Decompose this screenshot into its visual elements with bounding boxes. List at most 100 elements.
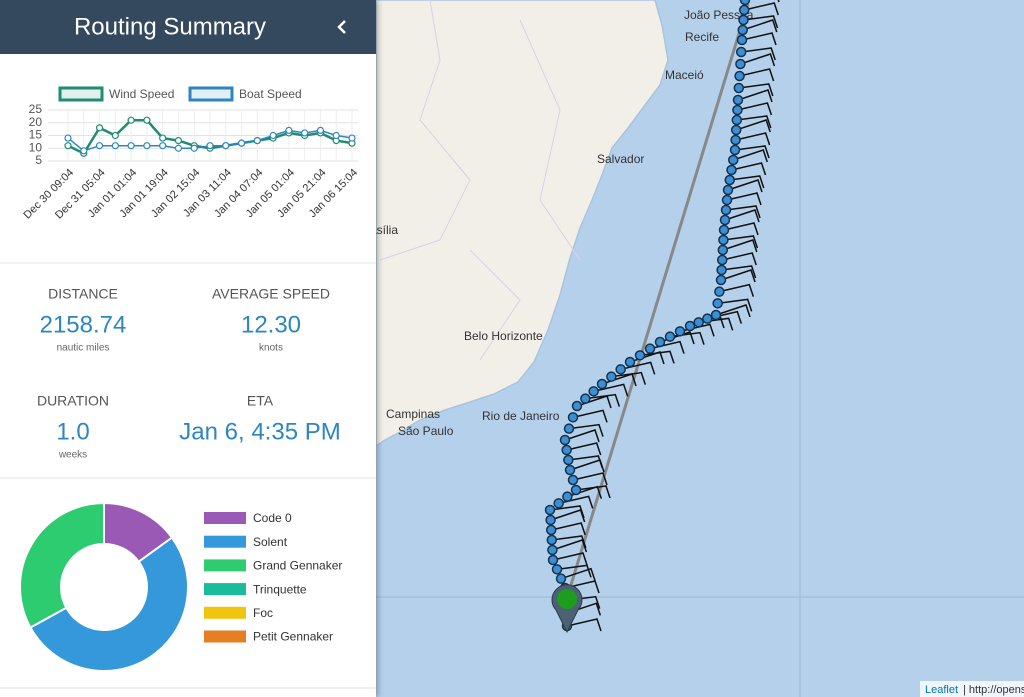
map[interactable]: João Pessoa Recife Maceió Salvador Brasí…: [358, 0, 1024, 697]
route-point[interactable]: [563, 423, 575, 434]
route-point[interactable]: [551, 564, 563, 575]
route-point[interactable]: [718, 224, 730, 236]
point: [159, 142, 167, 150]
route-point[interactable]: [567, 474, 579, 486]
legend-label[interactable]: Petit Gennaker: [253, 630, 333, 644]
route-point[interactable]: [674, 326, 686, 337]
point: [143, 116, 151, 124]
route-point[interactable]: [729, 144, 741, 156]
legend-label[interactable]: Trinquette: [253, 582, 307, 596]
route-point[interactable]: [596, 378, 608, 390]
route-point[interactable]: [712, 298, 723, 309]
route-point[interactable]: [714, 286, 725, 297]
route-point[interactable]: [693, 317, 704, 328]
place-label: Brasília: [358, 223, 398, 237]
route-point[interactable]: [567, 412, 579, 423]
route-point[interactable]: [615, 364, 626, 375]
wind-barb: [733, 149, 768, 163]
route-point[interactable]: [716, 254, 728, 266]
legend-swatch[interactable]: [204, 559, 246, 572]
point: [143, 142, 151, 150]
sidebar: Routing Summary DISTANCE 2158.74 nautic mi…: [0, 0, 376, 697]
legend-swatch[interactable]: [204, 535, 246, 548]
y-tick-label: 10: [29, 140, 43, 154]
place-label: São Paulo: [398, 424, 454, 438]
route-point[interactable]: [654, 336, 666, 348]
route-point[interactable]: [545, 514, 556, 526]
route-point[interactable]: [728, 154, 739, 166]
route-point[interactable]: [570, 484, 582, 496]
route-point[interactable]: [716, 264, 727, 276]
route-point[interactable]: [710, 309, 722, 321]
route-point[interactable]: [564, 464, 576, 476]
point: [95, 142, 104, 150]
legend-label[interactable]: Foc: [253, 606, 273, 620]
route-point[interactable]: [717, 244, 729, 256]
route-point[interactable]: [732, 94, 744, 106]
route-point[interactable]: [730, 124, 742, 136]
route-point[interactable]: [545, 524, 557, 536]
route-point[interactable]: [731, 114, 743, 126]
route-point[interactable]: [664, 331, 676, 342]
legend-label[interactable]: Code 0: [253, 511, 292, 525]
route-point[interactable]: [624, 356, 636, 368]
point: [222, 142, 230, 150]
route-point[interactable]: [734, 70, 745, 82]
legend-label[interactable]: Grand Gennaker: [253, 559, 342, 573]
route-point[interactable]: [726, 164, 737, 176]
route-point[interactable]: [730, 134, 741, 146]
wind-barb: [721, 265, 757, 279]
route-point[interactable]: [724, 174, 735, 186]
route-point[interactable]: [719, 214, 731, 226]
route-point[interactable]: [571, 400, 583, 412]
route-point[interactable]: [735, 46, 747, 58]
route-point[interactable]: [738, 14, 749, 26]
wind-barb: [556, 564, 592, 578]
legend-label[interactable]: Solent: [253, 535, 288, 549]
destination-marker[interactable]: [551, 584, 583, 634]
route-point[interactable]: [562, 491, 573, 502]
legend-swatch[interactable]: [204, 583, 246, 596]
route-point[interactable]: [546, 534, 558, 546]
route-point[interactable]: [718, 234, 729, 246]
route: [544, 0, 780, 632]
wind-barb: [726, 192, 762, 206]
route-point[interactable]: [555, 573, 567, 584]
route-point[interactable]: [702, 313, 713, 324]
route-point[interactable]: [563, 454, 574, 466]
route-point[interactable]: [559, 434, 571, 446]
legend-swatch[interactable]: [204, 630, 246, 643]
route-point[interactable]: [547, 544, 558, 556]
legend-swatch[interactable]: [204, 512, 246, 524]
route-point[interactable]: [721, 194, 733, 206]
route-point[interactable]: [722, 184, 734, 196]
route-point[interactable]: [544, 504, 556, 516]
route-point[interactable]: [736, 34, 748, 46]
wind-barb: [572, 409, 608, 423]
collapse-button[interactable]: [337, 20, 346, 34]
route-point[interactable]: [720, 204, 732, 216]
route-point[interactable]: [732, 104, 743, 116]
wind-barb: [569, 459, 605, 473]
route-point[interactable]: [733, 82, 745, 94]
route-point[interactable]: [715, 274, 727, 286]
route-point[interactable]: [634, 350, 646, 361]
route-point[interactable]: [561, 444, 572, 456]
wind-barb: [744, 2, 779, 16]
route-point[interactable]: [588, 386, 599, 397]
route-point[interactable]: [644, 343, 656, 354]
attribution-text: | http://openstreetmap.org/copyright: [963, 684, 1024, 696]
route-point[interactable]: [735, 58, 746, 70]
wind-barb: [736, 115, 772, 129]
route-point[interactable]: [606, 371, 617, 382]
route-point[interactable]: [580, 393, 591, 404]
legend-swatch[interactable]: [204, 606, 246, 619]
route-point[interactable]: [684, 320, 696, 332]
route-point[interactable]: [737, 24, 748, 36]
route-point[interactable]: [547, 554, 559, 566]
route-point[interactable]: [553, 498, 564, 509]
route-point[interactable]: [739, 0, 751, 6]
route-point[interactable]: [739, 4, 750, 16]
attribution-link[interactable]: Leaflet: [925, 684, 958, 696]
wind-barb: [566, 618, 602, 632]
